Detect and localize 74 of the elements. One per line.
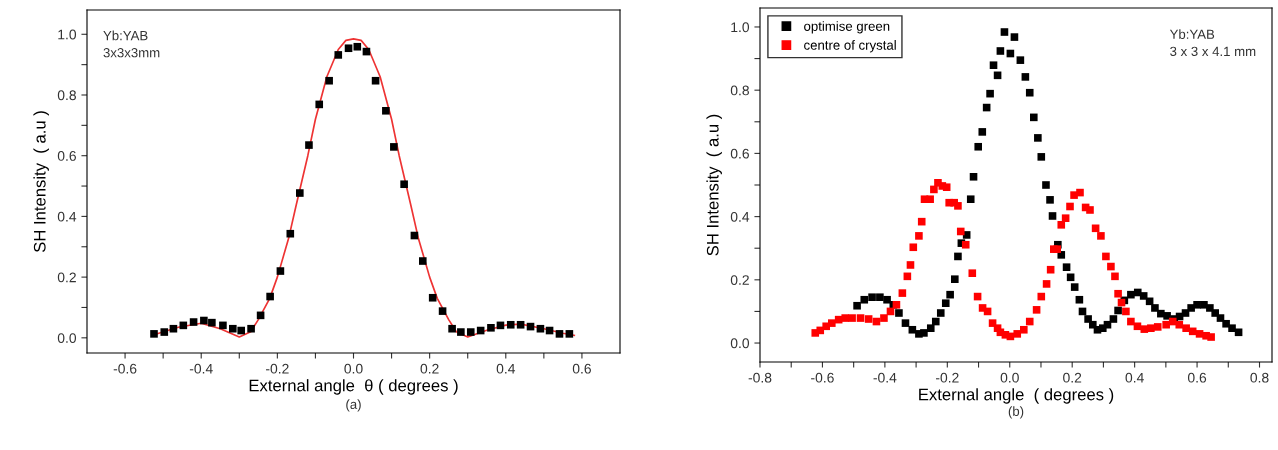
x-axis-title: External angle ( degrees ): [919, 388, 1114, 404]
point: [150, 330, 158, 338]
x-tick-label: -0.2: [266, 363, 289, 374]
point: [487, 324, 495, 332]
y-tick-label: 0.0: [730, 338, 750, 349]
point: [305, 141, 313, 149]
point: [438, 307, 447, 315]
point: [466, 328, 475, 336]
point: [353, 42, 362, 51]
x-tick-label: 0.6: [572, 363, 591, 374]
y-tick-label: 0.6: [57, 151, 76, 161]
point: [296, 189, 304, 197]
point: [237, 326, 245, 335]
y-tick-label: 1.0: [731, 22, 750, 33]
point: [428, 293, 437, 302]
point: [555, 330, 564, 338]
y-tick-label: 0.4: [730, 211, 750, 222]
legend-label: centre of crystal: [804, 40, 896, 53]
y-tick-label: 0.0: [57, 333, 77, 343]
annotation: Yb:YAB 3 x 3 x 4.1 mm: [1169, 29, 1256, 57]
x-tick-label: 0.6: [1187, 372, 1207, 383]
x-tick-label: -0.8: [748, 372, 772, 383]
point: [189, 318, 198, 326]
point: [229, 324, 237, 333]
y-tick-label: 0.4: [57, 211, 77, 222]
x-tick-label: 0.8: [1250, 372, 1269, 383]
y-axis-title: SH Intensity ( a.u ): [33, 111, 49, 253]
point: [219, 321, 227, 330]
y-tick-label: 0.2: [730, 275, 749, 285]
y-tick-label: 0.8: [730, 85, 749, 96]
text: (a): [346, 399, 361, 412]
point: [208, 318, 216, 327]
point: [382, 106, 390, 115]
x-tick-label: -0.2: [935, 372, 959, 383]
point: [334, 51, 343, 59]
point: [325, 76, 333, 85]
point: [160, 328, 169, 336]
point: [516, 320, 525, 329]
point: [457, 328, 465, 336]
y-tick-label: 0.2: [57, 272, 76, 283]
point: [536, 324, 545, 333]
point: [400, 180, 408, 189]
point: [390, 143, 398, 151]
text: (b): [1008, 406, 1024, 419]
point: [371, 76, 380, 85]
y-axis-title: SH Intensity ( a.u ): [706, 114, 722, 256]
point: [506, 320, 515, 329]
y-tick-label: 0.6: [730, 148, 749, 159]
x-tick-label: 0.2: [1063, 372, 1082, 383]
x-tick-label: 0.0: [1000, 372, 1019, 383]
x-axis-title: External angle θ ( degrees ): [249, 379, 458, 395]
point: [344, 44, 353, 53]
point: [448, 324, 456, 333]
x-tick-label: 0.2: [420, 363, 439, 374]
x-tick-label: -0.4: [873, 372, 897, 383]
x-tick-label: -0.6: [113, 363, 137, 374]
point: [276, 267, 285, 275]
y-tick-label: 0.8: [57, 90, 76, 101]
point: [315, 100, 324, 109]
x-tick-label: 0.4: [1125, 372, 1144, 383]
point: [247, 324, 255, 333]
point: [286, 229, 295, 238]
point: [266, 292, 274, 301]
point: [200, 316, 208, 325]
x-tick-label: 0.4: [496, 363, 516, 374]
annotation: Yb:YAB 3x3x3mm: [103, 30, 160, 58]
point: [418, 257, 427, 265]
point: [565, 330, 574, 338]
x-tick-label: -0.4: [189, 363, 213, 374]
x-tick-label: -0.6: [811, 372, 834, 383]
legend-label: optimise green: [804, 21, 890, 34]
x-tick-label: 0.0: [344, 363, 363, 374]
point: [169, 324, 178, 333]
y-tick-label: 1.0: [58, 29, 77, 40]
